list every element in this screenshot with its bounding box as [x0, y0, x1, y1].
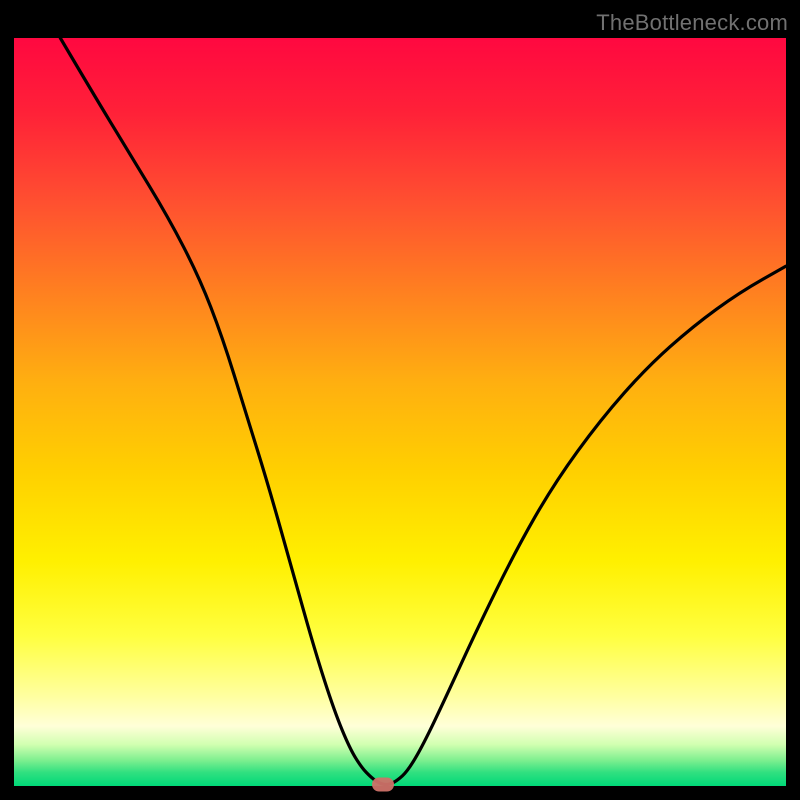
minimum-marker	[372, 778, 394, 792]
chart-frame: TheBottleneck.com	[0, 0, 800, 800]
watermark-text: TheBottleneck.com	[596, 10, 788, 36]
curve-path	[60, 38, 786, 785]
bottleneck-curve	[0, 0, 800, 800]
